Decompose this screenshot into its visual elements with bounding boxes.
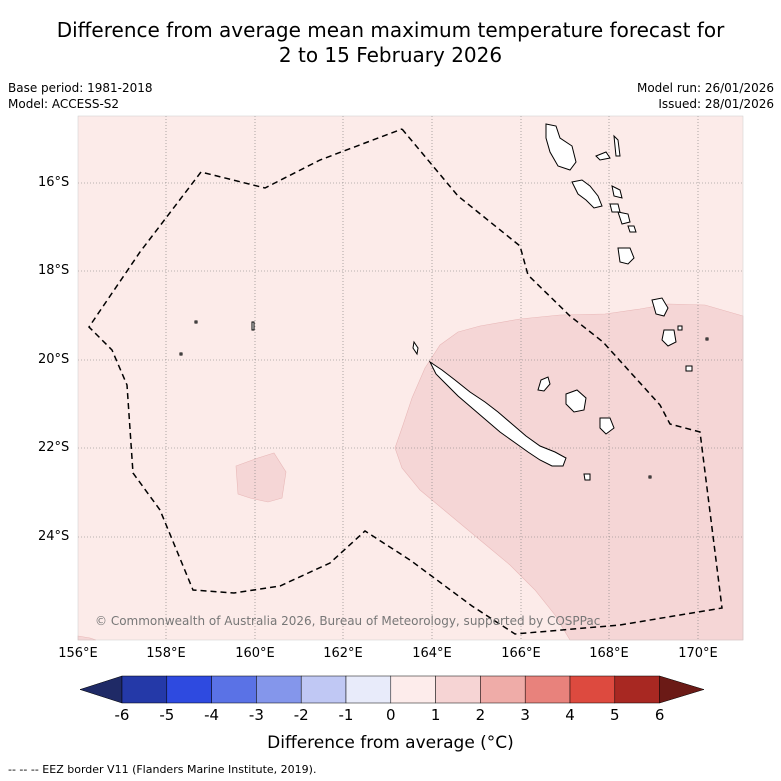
lat-label: 20°S xyxy=(38,352,70,367)
map-frame xyxy=(77,115,744,641)
model-run: Model run: 26/01/2026 xyxy=(636,81,774,95)
map-canvas[interactable] xyxy=(0,0,781,700)
island-epi xyxy=(609,203,621,213)
eez-border xyxy=(88,128,723,635)
island-futuna xyxy=(677,325,683,331)
island-lifou xyxy=(565,389,587,413)
colorbar-tick-label: -2 xyxy=(293,706,309,724)
island-ouvea xyxy=(537,376,551,392)
island-hunter xyxy=(648,475,652,479)
island-espiritu-santo xyxy=(545,123,577,171)
colorbar-tick-label: -3 xyxy=(248,706,264,724)
colorbar-title: Difference from average (°C) xyxy=(267,733,514,753)
land-masses xyxy=(179,123,709,481)
lat-label: 22°S xyxy=(38,440,70,455)
lon-label: 162°E xyxy=(323,646,363,661)
lon-label: 158°E xyxy=(146,646,186,661)
island-aneityum xyxy=(661,329,677,347)
colorbar-tick-label: -4 xyxy=(204,706,220,724)
lon-label: 166°E xyxy=(501,646,541,661)
island-grande-terre xyxy=(428,360,567,467)
model-name: Model: ACCESS-S2 xyxy=(8,97,120,111)
footnote-eez: -- -- -- EEZ border V11 (Flanders Marine… xyxy=(8,763,317,776)
colorbar-tick-label: -6 xyxy=(114,706,130,724)
lon-label: 156°E xyxy=(58,646,98,661)
colorbar-tick-label: 4 xyxy=(565,706,575,724)
colorbar-tick-label: 0 xyxy=(386,706,396,724)
anomaly-region-east xyxy=(394,303,744,641)
island-chesterfield-c xyxy=(194,320,198,324)
lon-label: 164°E xyxy=(412,646,452,661)
lat-label: 24°S xyxy=(38,529,70,544)
island-chesterfield-a xyxy=(251,321,255,331)
meta-left: Base period: 1981-2018 Model: ACCESS-S2 xyxy=(8,80,153,112)
meta-right: Model run: 26/01/2026 Issued: 28/01/2026 xyxy=(637,80,774,112)
island-tanna xyxy=(651,297,669,317)
lon-label: 168°E xyxy=(589,646,629,661)
island-shepherd xyxy=(627,225,637,233)
lon-label: 160°E xyxy=(235,646,275,661)
title-line-2: 2 to 15 February 2026 xyxy=(278,43,503,67)
island-erromango xyxy=(617,247,635,265)
lon-label: 170°E xyxy=(678,646,718,661)
title-line-1: Difference from average mean maximum tem… xyxy=(56,18,725,42)
colorbar-tick-label: 3 xyxy=(520,706,530,724)
island-belep xyxy=(412,340,419,356)
colorbar-tick-label: 1 xyxy=(430,706,441,724)
copyright-notice: © Commonwealth of Australia 2026, Bureau… xyxy=(95,614,601,628)
chart-title: Difference from average mean maximum tem… xyxy=(0,18,781,68)
issued-date: Issued: 28/01/2026 xyxy=(658,97,774,111)
lat-label: 18°S xyxy=(38,263,70,278)
base-period: Base period: 1981-2018 xyxy=(8,81,153,95)
colorbar-tick-label: 2 xyxy=(475,706,486,724)
lat-label: 16°S xyxy=(38,175,70,190)
island-malekula xyxy=(571,179,603,209)
island-aniwa xyxy=(705,337,709,341)
island-maewo xyxy=(613,134,621,157)
colorbar-tick-label: 6 xyxy=(654,706,665,724)
colorbar-tick-label: 5 xyxy=(610,706,620,724)
island-isle-of-pines xyxy=(583,473,591,481)
island-ambae xyxy=(595,151,611,161)
island-pentecost xyxy=(611,185,623,199)
colorbar-tick-label: -1 xyxy=(338,706,354,724)
anomaly-region-small xyxy=(235,452,287,503)
island-efate xyxy=(617,211,631,225)
island-chesterfield-b xyxy=(179,352,183,356)
gridlines xyxy=(78,116,743,640)
colorbar-tick-label: -5 xyxy=(159,706,175,724)
island-mare xyxy=(599,417,615,435)
island-matthew xyxy=(685,365,693,372)
